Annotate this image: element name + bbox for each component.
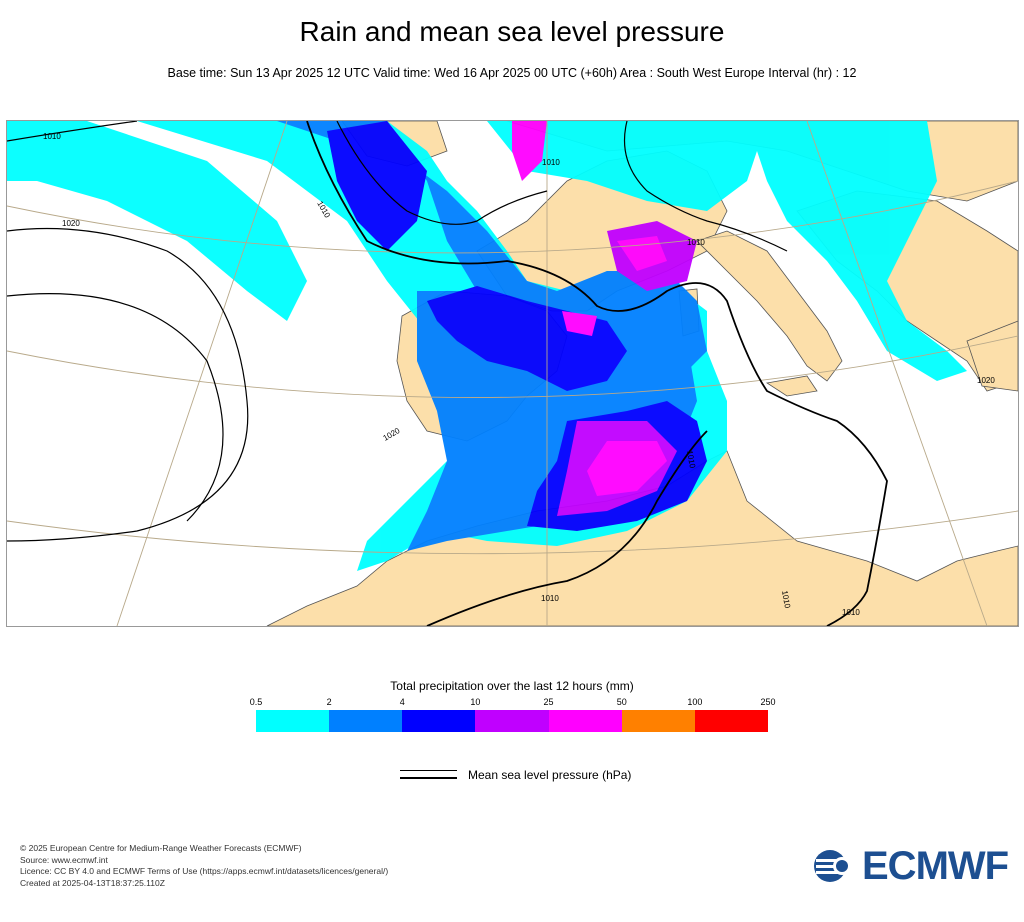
colorbar-tick: 250: [760, 697, 776, 707]
precipitation-colorbar: [256, 710, 768, 732]
isobar-label: 1020: [62, 219, 80, 228]
isobar-layer: [7, 121, 888, 626]
isobar-line: [623, 121, 788, 252]
isobar-label: 1020: [977, 376, 995, 385]
precip-magenta-1: [587, 441, 667, 496]
colorbar-segment: [329, 710, 403, 732]
colorbar-tick: 10: [470, 697, 481, 707]
ecmwf-logo-text: ECMWF: [862, 844, 1009, 888]
isobar-line: [7, 293, 224, 522]
graticule-layer: [7, 121, 1018, 626]
isobar-label: 1010: [842, 608, 860, 617]
isobar-label: 1010: [780, 590, 792, 610]
colorbar-tick: 100: [687, 697, 703, 707]
isobar-legend-label: Mean sea level pressure (hPa): [468, 768, 632, 782]
footer-line: Source: www.ecmwf.int: [20, 854, 108, 865]
isobar-label: 1010: [687, 238, 705, 247]
footer-credits: © 2025 European Centre for Medium-Range …: [20, 843, 388, 889]
isobar-legend-swatch: [400, 768, 460, 780]
land-sicily: [765, 375, 818, 397]
colorbar-segment: [694, 710, 768, 732]
map-panel[interactable]: 1010 1010 1010 1020 1020 1010 1010 1010 …: [6, 120, 1019, 627]
page-subtitle: Base time: Sun 13 Apr 2025 12 UTC Valid …: [167, 66, 857, 80]
isobar-line: [7, 121, 138, 142]
precip-magenta-4: [562, 311, 597, 336]
graticule-line: [7, 510, 1018, 555]
precip-balkans: [747, 121, 967, 381]
precip-magenta-2: [512, 121, 547, 181]
colorbar-segment: [402, 710, 476, 732]
colorbar-segment: [621, 710, 695, 732]
legend-title: Total precipitation over the last 12 hou…: [390, 679, 634, 693]
colorbar-segment: [548, 710, 622, 732]
colorbar-tick: 4: [399, 697, 405, 707]
footer-line: © 2025 European Centre for Medium-Range …: [20, 843, 302, 853]
colorbar-tick: 25: [543, 697, 554, 707]
isobar-label: 1010: [541, 594, 559, 603]
footer-line: Licence: CC BY 4.0 and ECMWF Terms of Us…: [20, 866, 389, 876]
isobar-label: 1010: [685, 450, 697, 470]
isobar-label: 1010: [542, 158, 560, 167]
precip-magenta-3: [617, 236, 667, 271]
precip-atlantic-west: [7, 121, 307, 321]
isobar-line: [336, 121, 548, 225]
graticule-line: [7, 335, 1018, 398]
colorbar-segment: [256, 710, 330, 732]
ecmwf-logo: ECMWF: [812, 844, 1012, 888]
isobar-line: [306, 121, 888, 626]
colorbar-tick: 50: [616, 697, 627, 707]
precip-dark-blue-3: [327, 121, 427, 251]
isobar-label: 1020: [382, 426, 402, 443]
isobar-line: [7, 227, 249, 542]
graticule-line: [806, 121, 988, 626]
colorbar-tick: 0.5: [249, 697, 263, 707]
isobar-line: [426, 430, 708, 626]
ecmwf-logo-icon: [814, 850, 856, 882]
colorbar-ticks: 0.5 2 4 10 25 50 100 250: [250, 697, 776, 709]
isobar-label: 1010: [43, 132, 61, 141]
map-canvas: 1010 1010 1010 1020 1020 1010 1010 1010 …: [7, 121, 1018, 626]
precip-dark-blue-1: [427, 286, 627, 391]
land-italy: [696, 230, 843, 382]
graticule-line: [116, 121, 288, 626]
colorbar-tick: 2: [326, 697, 332, 707]
graticule-line: [7, 180, 1018, 254]
footer-line: Created at 2025-04-13T18:37:25.110Z: [20, 877, 165, 888]
colorbar-segment: [475, 710, 549, 732]
page-title: Rain and mean sea level pressure: [299, 16, 725, 47]
precip-north: [487, 121, 767, 211]
